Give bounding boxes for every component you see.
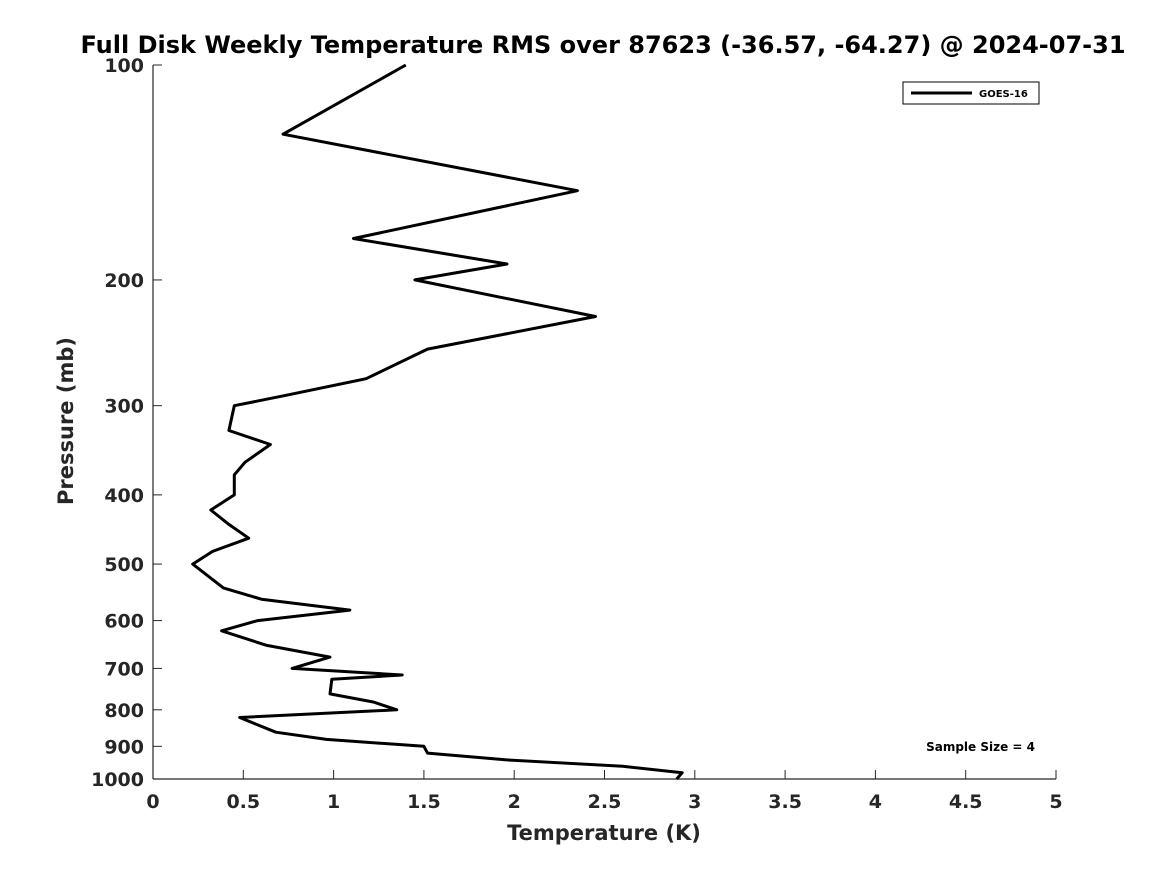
x-axis-ticks: 0 0.5 1 1.5 2 2.5 3 3.5 4 4.5 5 (146, 770, 1063, 813)
x-tick-label: 5 (1049, 791, 1062, 813)
x-tick-label: 3.5 (768, 791, 802, 813)
y-tick-label: 900 (104, 736, 144, 758)
y-tick-label: 200 (104, 270, 144, 292)
x-tick-label: 2 (508, 791, 521, 813)
y-tick-label: 1000 (91, 769, 144, 791)
y-axis-ticks: 100 200 300 400 500 600 700 800 900 1000 (91, 55, 162, 791)
y-tick-label: 400 (104, 485, 144, 507)
sample-size-annotation: Sample Size = 4 (926, 740, 1035, 754)
y-axis-label: Pressure (mb) (54, 337, 78, 505)
x-tick-label: 1.5 (407, 791, 441, 813)
legend: GOES-16 (902, 81, 1040, 105)
x-tick-label: 0.5 (226, 791, 260, 813)
legend-label: GOES-16 (979, 89, 1028, 100)
y-tick-label: 700 (104, 658, 144, 680)
x-tick-label: 4 (869, 791, 882, 813)
y-tick-label: 800 (104, 700, 144, 722)
x-tick-label: 0 (146, 791, 159, 813)
y-tick-label: 300 (104, 396, 144, 418)
y-tick-label: 500 (104, 554, 144, 576)
x-tick-label: 3 (688, 791, 701, 813)
x-tick-label: 1 (327, 791, 340, 813)
x-tick-label: 4.5 (949, 791, 983, 813)
chart-title: Full Disk Weekly Temperature RMS over 87… (80, 31, 1125, 59)
y-tick-label: 100 (104, 55, 144, 77)
x-tick-label: 2.5 (588, 791, 622, 813)
y-tick-label: 600 (104, 611, 144, 633)
series-lines (191, 63, 684, 780)
x-axis-label: Temperature (K) (507, 821, 701, 845)
series-line-0 (191, 63, 684, 780)
